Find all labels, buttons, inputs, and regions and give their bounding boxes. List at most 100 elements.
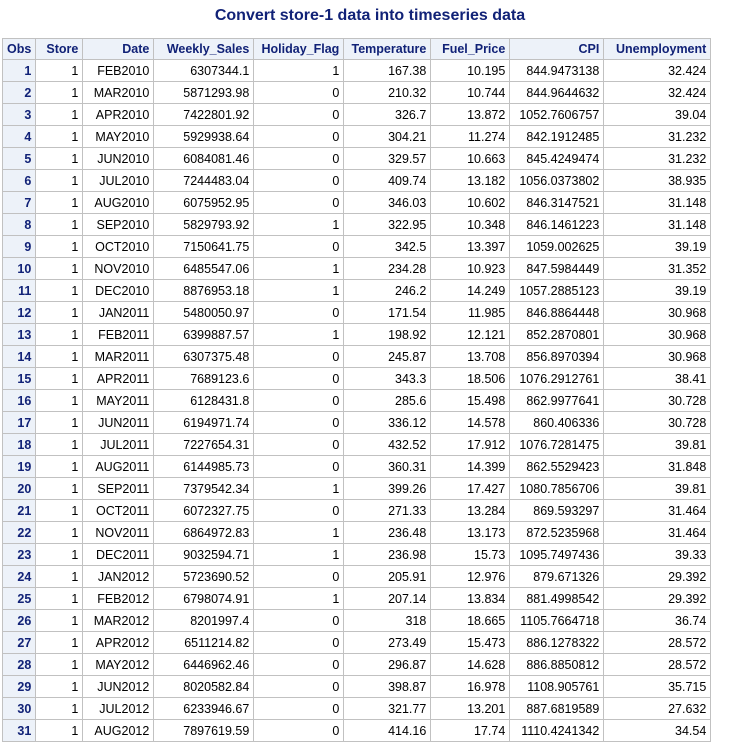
- weekly-sales-cell: 6307344.1: [153, 59, 255, 82]
- cpi-cell: 879.671326: [509, 565, 605, 588]
- cpi-cell: 844.9644632: [509, 81, 605, 104]
- weekly-sales-cell: 5929938.64: [153, 125, 255, 148]
- unemployment-cell: 31.352: [603, 257, 712, 280]
- temperature-cell: 198.92: [343, 323, 432, 346]
- store-cell: 1: [35, 389, 84, 412]
- fuel-price-cell: 12.976: [430, 565, 511, 588]
- cpi-cell: 847.5984449: [509, 257, 605, 280]
- holiday-flag-cell: 1: [253, 213, 345, 236]
- fuel-price-cell: 17.74: [430, 719, 511, 742]
- fuel-price-cell: 16.978: [430, 675, 511, 698]
- store-cell: 1: [35, 345, 84, 368]
- weekly-sales-cell: 6446962.46: [153, 653, 255, 676]
- fuel-price-cell: 11.985: [430, 301, 511, 324]
- store-cell: 1: [35, 323, 84, 346]
- fuel-price-cell: 17.427: [430, 477, 511, 500]
- column-header-obs: Obs: [1, 38, 37, 60]
- store-cell: 1: [35, 81, 84, 104]
- table-row: 21 1 OCT2011 6072327.75 0 271.33 13.284 869.593…: [1, 499, 712, 522]
- fuel-price-cell: 13.284: [430, 499, 511, 522]
- obs-cell: 1: [1, 59, 37, 82]
- unemployment-cell: 38.935: [603, 169, 712, 192]
- unemployment-cell: 35.715: [603, 675, 712, 698]
- table-row: 2 1 MAR2010 5871293.98 0 210.32 10.744 844.9644…: [1, 81, 712, 104]
- fuel-price-cell: 13.872: [430, 103, 511, 126]
- store-cell: 1: [35, 59, 84, 82]
- store-cell: 1: [35, 125, 84, 148]
- fuel-price-cell: 15.73: [430, 543, 511, 566]
- weekly-sales-cell: 5871293.98: [153, 81, 255, 104]
- date-cell: JUN2010: [82, 147, 155, 170]
- holiday-flag-cell: 0: [253, 103, 345, 126]
- store-cell: 1: [35, 257, 84, 280]
- unemployment-cell: 34.54: [603, 719, 712, 742]
- holiday-flag-cell: 1: [253, 543, 345, 566]
- store-cell: 1: [35, 477, 84, 500]
- store-cell: 1: [35, 631, 84, 654]
- unemployment-cell: 29.392: [603, 565, 712, 588]
- date-cell: MAY2011: [82, 389, 155, 412]
- table-row: 18 1 JUL2011 7227654.31 0 432.52 17.912 1076.72…: [1, 433, 712, 456]
- obs-cell: 23: [1, 543, 37, 566]
- obs-cell: 18: [1, 433, 37, 456]
- unemployment-cell: 32.424: [603, 81, 712, 104]
- unemployment-cell: 39.81: [603, 477, 712, 500]
- fuel-price-cell: 10.348: [430, 213, 511, 236]
- weekly-sales-cell: 7689123.6: [153, 367, 255, 390]
- weekly-sales-cell: 5480050.97: [153, 301, 255, 324]
- store-cell: 1: [35, 697, 84, 720]
- obs-cell: 10: [1, 257, 37, 280]
- table-row: 23 1 DEC2011 9032594.71 1 236.98 15.73 1095.749…: [1, 543, 712, 566]
- temperature-cell: 318: [343, 609, 432, 632]
- obs-cell: 16: [1, 389, 37, 412]
- date-cell: JUL2012: [82, 697, 155, 720]
- obs-cell: 15: [1, 367, 37, 390]
- weekly-sales-cell: 6864972.83: [153, 521, 255, 544]
- weekly-sales-cell: 6233946.67: [153, 697, 255, 720]
- obs-cell: 14: [1, 345, 37, 368]
- holiday-flag-cell: 0: [253, 565, 345, 588]
- unemployment-cell: 39.19: [603, 235, 712, 258]
- cpi-cell: 1108.905761: [509, 675, 605, 698]
- temperature-cell: 346.03: [343, 191, 432, 214]
- obs-cell: 11: [1, 279, 37, 302]
- column-header-temperature: Temperature: [343, 38, 432, 60]
- column-header-fuel-price: Fuel_Price: [430, 38, 511, 60]
- temperature-cell: 326.7: [343, 103, 432, 126]
- fuel-price-cell: 14.399: [430, 455, 511, 478]
- cpi-cell: 852.2870801: [509, 323, 605, 346]
- fuel-price-cell: 13.708: [430, 345, 511, 368]
- cpi-cell: 886.8850812: [509, 653, 605, 676]
- date-cell: MAY2010: [82, 125, 155, 148]
- weekly-sales-cell: 7244483.04: [153, 169, 255, 192]
- table-row: 25 1 FEB2012 6798074.91 1 207.14 13.834 881.499…: [1, 587, 712, 610]
- date-cell: SEP2010: [82, 213, 155, 236]
- table-row: 1 1 FEB2010 6307344.1 1 167.38 10.195 844.94731…: [1, 59, 712, 82]
- column-header-date: Date: [82, 38, 155, 60]
- date-cell: FEB2010: [82, 59, 155, 82]
- fuel-price-cell: 12.121: [430, 323, 511, 346]
- cpi-cell: 1059.002625: [509, 235, 605, 258]
- temperature-cell: 342.5: [343, 235, 432, 258]
- holiday-flag-cell: 1: [253, 521, 345, 544]
- date-cell: AUG2011: [82, 455, 155, 478]
- obs-cell: 13: [1, 323, 37, 346]
- store-cell: 1: [35, 147, 84, 170]
- weekly-sales-cell: 7150641.75: [153, 235, 255, 258]
- fuel-price-cell: 10.744: [430, 81, 511, 104]
- unemployment-cell: 28.572: [603, 653, 712, 676]
- date-cell: MAR2010: [82, 81, 155, 104]
- obs-cell: 22: [1, 521, 37, 544]
- weekly-sales-cell: 7379542.34: [153, 477, 255, 500]
- unemployment-cell: 30.968: [603, 301, 712, 324]
- obs-cell: 30: [1, 697, 37, 720]
- unemployment-cell: 31.148: [603, 191, 712, 214]
- cpi-cell: 1076.2912761: [509, 367, 605, 390]
- date-cell: APR2011: [82, 367, 155, 390]
- holiday-flag-cell: 0: [253, 609, 345, 632]
- data-table: Obs Store Date Weekly_Sales Holiday_Flag…: [1, 38, 712, 742]
- date-cell: JUL2010: [82, 169, 155, 192]
- store-cell: 1: [35, 433, 84, 456]
- date-cell: SEP2011: [82, 477, 155, 500]
- fuel-price-cell: 10.923: [430, 257, 511, 280]
